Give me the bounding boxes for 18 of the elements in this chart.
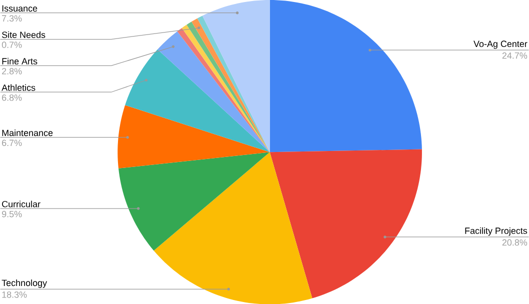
slice-label: Site Needs	[2, 31, 46, 38]
data-label: 0.7%	[2, 41, 22, 48]
data-label: 6.7%	[2, 140, 22, 146]
slice-label: Vo-Ag Center	[474, 40, 528, 49]
slice-label: Curricular	[2, 200, 40, 208]
data-label: 7.3%	[2, 15, 22, 22]
slice-label: Fine Arts	[2, 58, 38, 64]
slice-label: Issuance	[2, 5, 38, 12]
slice-label: Athletics	[2, 84, 36, 91]
data-label: 24.7%	[502, 52, 528, 59]
data-label: 18.3%	[2, 291, 27, 298]
slice-label: Maintenance	[2, 129, 53, 136]
slice-label: Facility Projects	[465, 227, 528, 236]
slice-label: Technology	[2, 279, 48, 288]
data-label: 20.8%	[502, 239, 528, 246]
data-label: 6.8%	[2, 94, 22, 101]
data-label: 9.5%	[2, 210, 22, 218]
data-label: 2.8%	[2, 68, 22, 74]
